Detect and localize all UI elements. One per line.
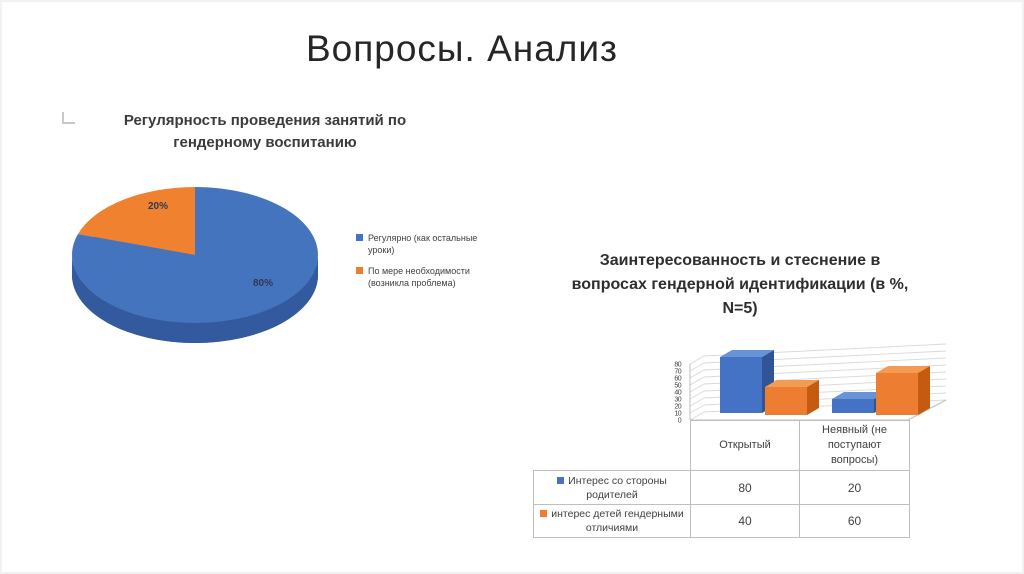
- gridline: [703, 357, 947, 371]
- value-cell: 80: [690, 470, 800, 505]
- bar-side-face: [762, 350, 774, 413]
- bar: [876, 373, 918, 415]
- y-axis-tick-label: 80: [674, 362, 681, 369]
- gridline-side: [689, 376, 705, 386]
- bar-top-face: [832, 392, 886, 399]
- category-header-cell: Открытый: [690, 420, 800, 471]
- y-axis-tick-label: 60: [674, 376, 681, 383]
- pie-3d-plot: 80% 20%: [71, 187, 318, 343]
- gridline-side: [689, 404, 705, 414]
- pie-chart-title: Регулярность проведения занятий по генде…: [123, 112, 407, 151]
- gridline: [703, 399, 947, 413]
- gridline: [703, 385, 947, 399]
- table-corner-cell: [534, 421, 691, 471]
- bar-chart-data-table: Открытый Неявный (не поступают вопросы) Ин…: [533, 420, 910, 538]
- series-label-cell: Интерес со стороны родителей: [533, 470, 691, 505]
- pie-side-rim: [72, 255, 318, 343]
- gridline: [703, 364, 947, 378]
- y-axis-tick-label: 40: [674, 390, 681, 397]
- value-cell: 20: [799, 470, 910, 505]
- legend-item: По мере необходимости (возникла проблема…: [356, 266, 494, 289]
- pie-value-label: 80%: [253, 278, 273, 289]
- series-swatch-icon: [557, 476, 565, 484]
- gridline-side: [689, 355, 705, 365]
- gridline-side: [689, 383, 705, 393]
- bar-top-face: [765, 380, 819, 387]
- y-axis-tick-label: 10: [674, 411, 681, 418]
- placeholder-corner-icon: [62, 112, 75, 124]
- bar-side-face: [807, 380, 819, 415]
- legend-label: Регулярно (как остальные уроки): [368, 233, 478, 255]
- series-label: интерес детей гендерными отличиями: [551, 508, 684, 534]
- gridline: [703, 350, 947, 364]
- bar: [765, 387, 807, 415]
- series-swatch-icon: [540, 510, 548, 517]
- gridline: [703, 378, 947, 392]
- pie-value-label: 20%: [148, 201, 168, 212]
- gridline-side: [689, 362, 705, 372]
- gridline-side: [689, 397, 705, 407]
- pie-slice-0: [71, 187, 318, 323]
- bar-top-face: [720, 350, 774, 357]
- legend-swatch-icon: [356, 267, 363, 274]
- bar-side-face: [918, 366, 930, 415]
- slide-title: Вопросы. Анализ: [305, 28, 618, 69]
- gridline: [703, 392, 947, 406]
- bar-top-face: [876, 366, 930, 373]
- bar-chart-title: Заинтересованность и стеснение в вопроса…: [571, 252, 909, 317]
- bar: [832, 399, 874, 413]
- legend-swatch-icon: [356, 234, 363, 241]
- legend-item: Регулярно (как остальные уроки): [356, 233, 494, 256]
- legend-label: По мере необходимости (возникла проблема…: [368, 266, 470, 288]
- category-header-cell: Неявный (не поступают вопросы): [799, 420, 910, 471]
- gridline: [703, 371, 947, 385]
- bar-side-face: [874, 392, 886, 413]
- gridline-side: [689, 369, 705, 379]
- y-axis-tick-label: 30: [674, 397, 681, 404]
- pie-legend: Регулярно (как остальные уроки) По мере н…: [356, 233, 494, 299]
- series-label-cell: интерес детей гендерными отличиями: [533, 504, 691, 538]
- pie-slice-1: [78, 187, 195, 255]
- gridline-side: [689, 390, 705, 400]
- y-axis-tick-label: 70: [674, 369, 681, 376]
- y-axis-tick-label: 20: [674, 404, 681, 411]
- value-cell: 60: [799, 504, 910, 538]
- floor-right-edge: [907, 399, 947, 421]
- bar: [720, 357, 762, 413]
- gridline: [703, 343, 947, 357]
- value-cell: 40: [690, 504, 800, 538]
- y-axis-tick-label: 50: [674, 383, 681, 390]
- gridline-side: [689, 411, 705, 421]
- series-label: Интерес со стороны родителей: [568, 474, 667, 501]
